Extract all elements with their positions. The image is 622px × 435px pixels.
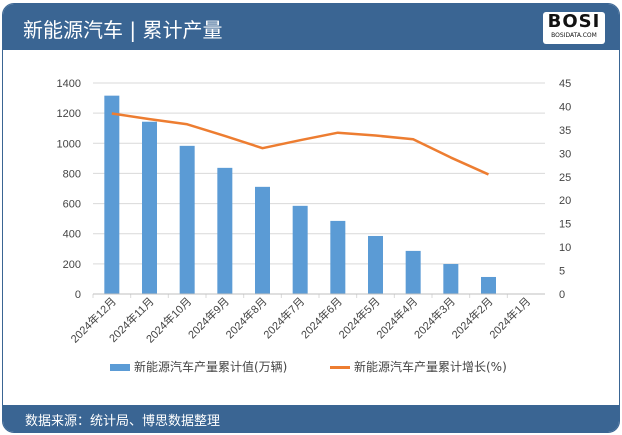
bosi-logo: BOSI BOSIDATA.COM [543, 12, 605, 44]
bar [179, 145, 195, 294]
bar [443, 264, 459, 294]
legend-swatch-bar [110, 364, 130, 371]
legend-swatch-line [330, 366, 350, 369]
data-source: 数据来源：统计局、博思数据整理 [25, 414, 221, 429]
right-tick-label: 5 [559, 266, 565, 278]
page-title: 新能源汽车 | 累计产量 [23, 18, 223, 42]
bar [104, 95, 120, 294]
left-tick-label: 800 [63, 168, 81, 180]
left-tick-label: 600 [63, 199, 81, 211]
right-tick-label: 15 [559, 219, 571, 231]
left-tick-label: 200 [63, 259, 81, 271]
x-tick-label: 2024年1月 [486, 294, 533, 341]
legend-label-line: 新能源汽车产量累计增长(%) [354, 360, 507, 374]
left-tick-label: 1200 [57, 108, 81, 120]
bar [330, 220, 346, 294]
left-tick-label: 1000 [57, 138, 81, 150]
right-tick-label: 40 [559, 101, 571, 113]
legend-item-bar: 新能源汽车产量累计值(万辆) [110, 358, 287, 375]
bar [255, 186, 270, 294]
bar [368, 235, 383, 294]
left-tick-label: 1400 [57, 78, 81, 90]
right-tick-label: 25 [559, 172, 571, 184]
legend-item-line: 新能源汽车产量累计增长(%) [330, 358, 507, 375]
bar [292, 205, 308, 294]
right-tick-label: 30 [559, 148, 571, 160]
legend-label-bar: 新能源汽车产量累计值(万辆) [134, 360, 288, 374]
bar [481, 276, 496, 294]
footer-bar: 数据来源：统计局、博思数据整理 [3, 405, 619, 432]
right-tick-label: 0 [559, 289, 565, 301]
right-tick-label: 20 [559, 195, 571, 207]
bar [405, 250, 421, 294]
header-bar: 新能源汽车 | 累计产量 BOSI BOSIDATA.COM [3, 4, 619, 50]
right-tick-label: 45 [559, 78, 571, 90]
right-tick-label: 35 [559, 125, 571, 137]
bar [217, 167, 233, 294]
right-tick-label: 10 [559, 242, 571, 254]
growth-line [111, 112, 490, 176]
left-tick-label: 400 [63, 229, 81, 241]
left-tick-label: 0 [75, 289, 81, 301]
bar [142, 121, 157, 294]
